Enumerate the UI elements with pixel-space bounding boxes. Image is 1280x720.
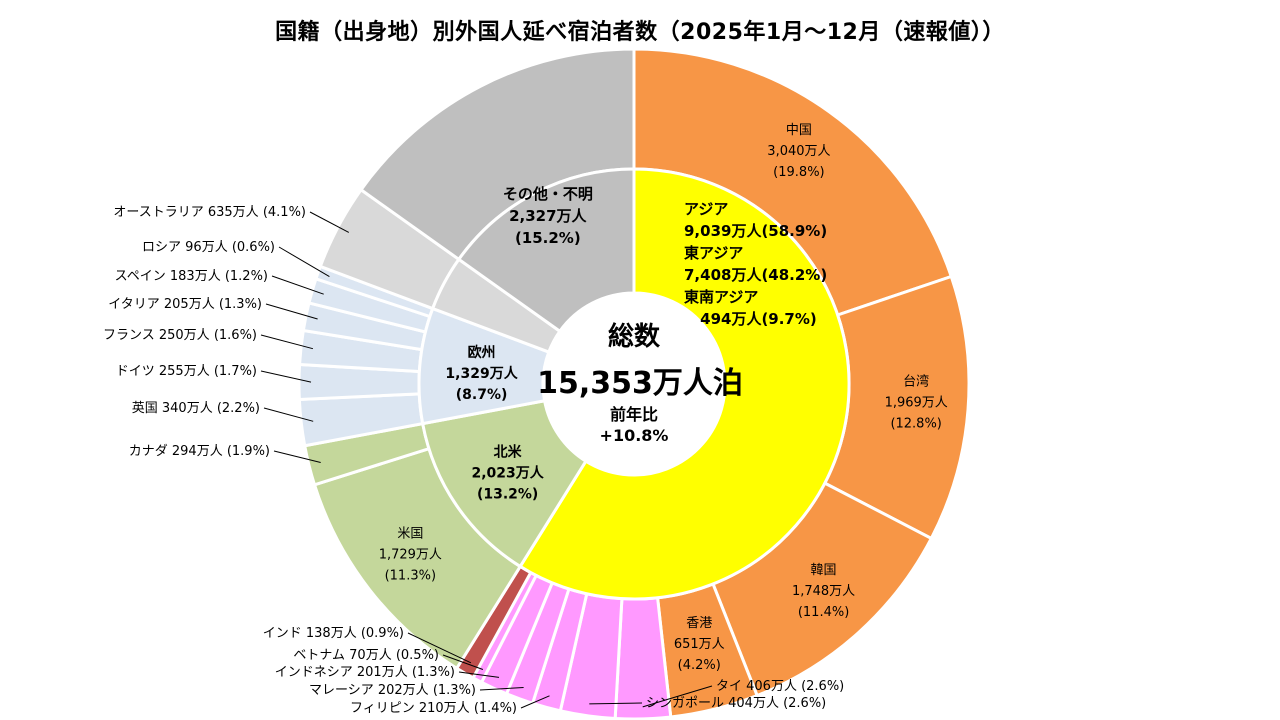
leader-line-13	[263, 407, 314, 422]
outer-label-11-line-1: 1,729万人	[379, 547, 442, 562]
outer-external-label-5: シンガポール 404万人 (2.6%)	[646, 696, 826, 711]
leader-line-18	[278, 246, 330, 278]
outer-label-2-line-1: 1,748万人	[792, 584, 855, 599]
asia-label-line-1: 9,039万人(58.9%)	[684, 222, 827, 240]
chart-title: 国籍（出身地）別外国人延べ宿泊者数（2025年1月～12月（速報値））	[275, 20, 1005, 45]
total-value: 15,353万人泊	[537, 366, 743, 401]
inner-label-2-line-2: (8.7%)	[456, 387, 508, 403]
leader-line-17	[271, 275, 324, 295]
asia-label-line-0: アジア	[684, 200, 728, 218]
outer-label-0-line-0: 中国	[786, 123, 812, 138]
outer-external-label-14: ドイツ 255万人 (1.7%)	[116, 364, 257, 379]
outer-label-0-line-2: (19.8%)	[773, 165, 824, 180]
leader-line-19	[309, 211, 350, 233]
inner-label-1-line-0: 北米	[494, 443, 523, 460]
outer-label-3-line-1: 651万人	[674, 637, 725, 652]
outer-external-label-13: 英国 340万人 (2.2%)	[132, 401, 260, 416]
total-label: 総数	[608, 321, 661, 352]
leader-line-15	[260, 334, 314, 350]
outer-label-2-line-0: 韓国	[811, 563, 837, 578]
asia-label-line-4: 東南アジア	[684, 288, 758, 306]
outer-label-1-line-1: 1,969万人	[885, 396, 948, 411]
outer-external-label-19: オーストラリア 635万人 (4.1%)	[113, 205, 306, 220]
slice-labels: アジア 9,039万人(58.9%) 東アジア 7,408万人(48.2%) 東南アジア…	[103, 123, 948, 716]
outer-label-11-line-0: 米国	[397, 526, 423, 541]
outer-external-label-18: ロシア 96万人 (0.6%)	[142, 240, 275, 255]
leader-line-9	[442, 654, 484, 670]
outer-external-label-8: インドネシア 201万人 (1.3%)	[275, 665, 455, 680]
leader-line-4	[642, 685, 713, 708]
inner-label-4-line-0: その他・不明	[503, 185, 593, 203]
outer-label-3-line-0: 香港	[686, 616, 712, 631]
inner-label-2-line-0: 欧州	[468, 344, 496, 361]
inner-label-2-line-1: 1,329万人	[445, 365, 518, 382]
outer-external-label-16: イタリア 205万人 (1.3%)	[108, 297, 262, 312]
outer-label-3-line-2: (4.2%)	[678, 658, 721, 673]
inner-label-4-line-1: 2,327万人	[509, 207, 587, 225]
outer-external-label-7: マレーシア 202万人 (1.3%)	[309, 683, 476, 698]
leader-line-16	[265, 303, 318, 320]
leader-line-8	[458, 671, 500, 678]
inner-label-1-line-2: (13.2%)	[477, 486, 538, 502]
asia-label-line-2: 東アジア	[684, 244, 743, 262]
leader-line-6	[520, 695, 550, 709]
yoy-label: 前年比	[610, 405, 658, 424]
asia-label-line-5: 1,494万人(9.7%)	[684, 310, 817, 328]
leader-lines	[260, 211, 713, 709]
leader-line-7	[479, 687, 524, 691]
inner-label-4-line-2: (15.2%)	[515, 229, 581, 247]
outer-label-2-line-2: (11.4%)	[798, 605, 849, 620]
outer-external-label-12: カナダ 294万人 (1.9%)	[129, 444, 270, 459]
outer-external-label-10: インド 138万人 (0.9%)	[263, 626, 404, 641]
outer-label-1-line-0: 台湾	[903, 374, 929, 390]
leader-line-12	[273, 450, 321, 463]
leader-line-5	[589, 702, 643, 705]
asia-label-line-3: 7,408万人(48.2%)	[684, 266, 827, 284]
outer-label-1-line-2: (12.8%)	[890, 417, 941, 432]
outer-label-11-line-2: (11.3%)	[385, 568, 436, 583]
outer-external-label-9: ベトナム 70万人 (0.5%)	[293, 648, 439, 663]
outer-external-label-6: フィリピン 210万人 (1.4%)	[350, 701, 517, 716]
inner-label-1-line-1: 2,023万人	[472, 464, 545, 481]
outer-external-label-4: タイ 406万人 (2.6%)	[716, 679, 844, 694]
leader-line-14	[260, 370, 312, 383]
leader-line-10	[407, 632, 472, 664]
outer-external-label-15: フランス 250万人 (1.6%)	[103, 328, 257, 343]
yoy-value: +10.8%	[600, 426, 669, 445]
center-hole	[543, 293, 725, 475]
outer-label-0-line-1: 3,040万人	[767, 144, 830, 159]
outer-external-label-17: スペイン 183万人 (1.2%)	[115, 269, 268, 284]
